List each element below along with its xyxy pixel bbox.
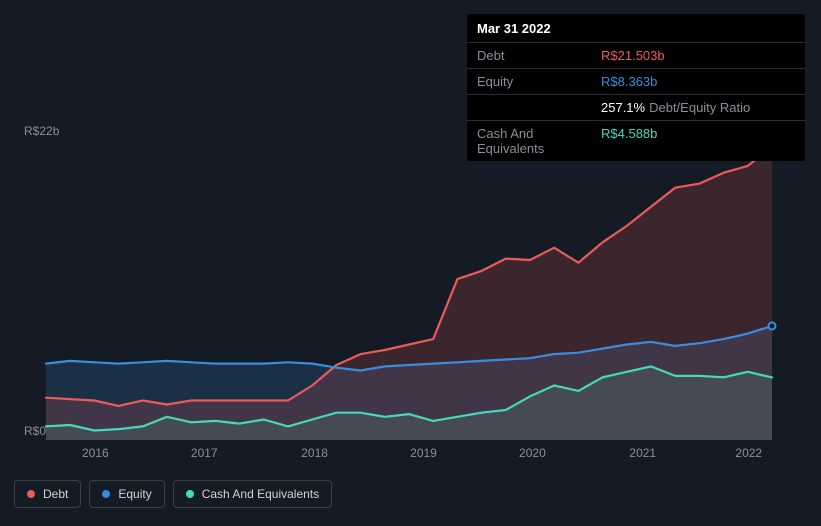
x-axis-label: 2021	[629, 446, 656, 460]
tooltip-row-value: R$21.503b	[601, 48, 665, 63]
tooltip-row-extra: Debt/Equity Ratio	[649, 100, 750, 115]
chart-svg	[14, 140, 804, 440]
legend-item-label: Cash And Equivalents	[202, 487, 319, 501]
legend-dot-icon	[186, 490, 194, 498]
legend-item-label: Debt	[43, 487, 68, 501]
legend-item-label: Equity	[118, 487, 151, 501]
tooltip-row-label: Equity	[477, 74, 601, 89]
x-axis-label: 2019	[410, 446, 437, 460]
tooltip-row-value: R$8.363b	[601, 74, 657, 89]
legend-item[interactable]: Debt	[14, 480, 81, 508]
legend-dot-icon	[102, 490, 110, 498]
tooltip-row-value: 257.1%	[601, 100, 645, 115]
legend-item[interactable]: Cash And Equivalents	[173, 480, 332, 508]
tooltip-date: Mar 31 2022	[467, 14, 805, 42]
x-axis-label: 2020	[519, 446, 546, 460]
tooltip-row: EquityR$8.363b	[467, 68, 805, 94]
tooltip-row: DebtR$21.503b	[467, 42, 805, 68]
chart-plot-area	[14, 140, 804, 440]
tooltip-row-label: Debt	[477, 48, 601, 63]
series-end-marker	[768, 322, 777, 331]
x-axis-label: 2017	[191, 446, 218, 460]
tooltip-box: Mar 31 2022 DebtR$21.503bEquityR$8.363b2…	[467, 14, 805, 161]
y-axis-label-max: R$22b	[24, 124, 59, 138]
legend: Debt Equity Cash And Equivalents	[14, 480, 332, 508]
tooltip-rows: DebtR$21.503bEquityR$8.363b257.1%Debt/Eq…	[467, 42, 805, 161]
legend-item[interactable]: Equity	[89, 480, 164, 508]
x-axis-label: 2022	[735, 446, 762, 460]
tooltip-row: Cash And EquivalentsR$4.588b	[467, 120, 805, 161]
x-axis-label: 2018	[301, 446, 328, 460]
tooltip-row-value: R$4.588b	[601, 126, 657, 141]
legend-dot-icon	[27, 490, 35, 498]
x-axis-labels: 2016 2017 2018 2019 2020 2021 2022	[14, 446, 804, 466]
x-axis-label: 2016	[82, 446, 109, 460]
tooltip-row-label: Cash And Equivalents	[477, 126, 601, 156]
tooltip-row: 257.1% Debt/Equity Ratio	[467, 94, 805, 120]
